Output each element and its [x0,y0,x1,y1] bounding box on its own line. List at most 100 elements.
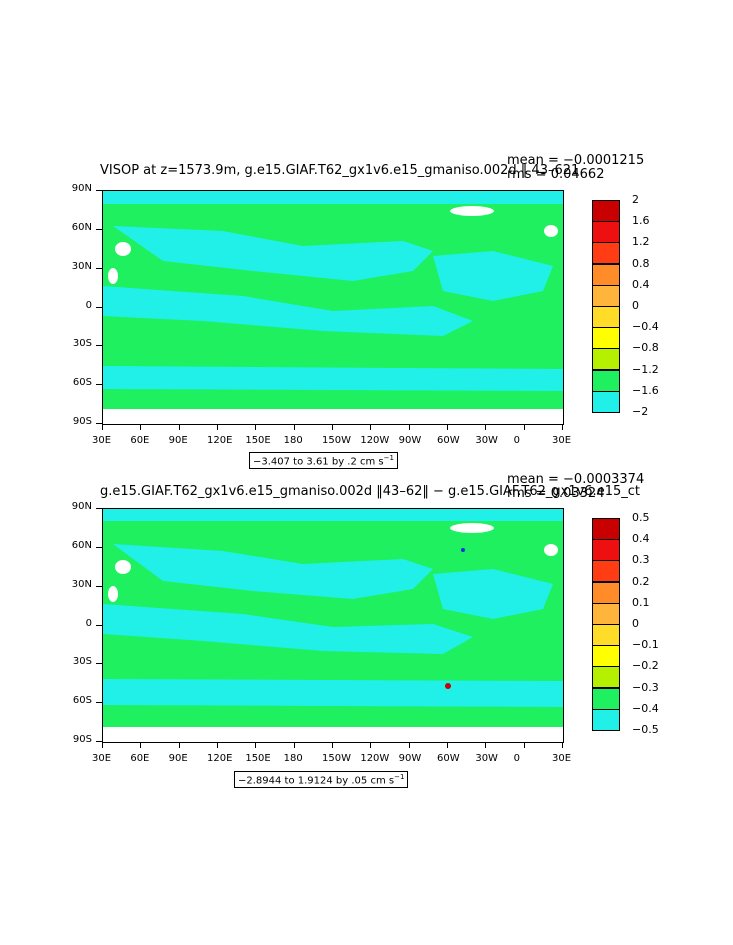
x-tick-mark [370,424,372,430]
x-tick-mark [102,424,103,430]
legend-swatch [592,560,620,583]
legend-label: −0.2 [632,659,659,673]
y-tick-label: 30N [71,578,92,590]
x-tick-label: 120W [360,753,390,764]
legend-label: −0.3 [632,680,659,694]
legend-label: −0.8 [632,341,659,355]
legend-label: 0.2 [632,574,650,588]
x-tick-mark [293,424,295,430]
y-tick-label: 30S [72,656,92,668]
legend-label: 2 [632,193,639,206]
rms-stat: rms = 0.03324 [507,486,605,501]
x-tick-label: 0 [513,753,521,764]
map-field [103,191,563,424]
x-tick-mark [293,742,295,748]
x-tick-label: 90E [168,435,188,446]
panel-title: VISOP at z=1573.9m, g.e15.GIAF.T62_gx1v6… [100,163,580,178]
legend-swatch [592,327,620,350]
legend-swatch [592,602,620,625]
y-tick-label: 90N [71,501,92,512]
x-tick-label: 150E [245,435,271,446]
legend-label: 0.5 [632,511,650,524]
y-tick-label: 60S [72,695,92,707]
x-tick-label: 30E [552,435,572,446]
legend-label: −0.1 [632,638,659,652]
legend-swatch [592,242,620,265]
y-tick-mark [96,228,102,230]
y-tick-mark [96,741,102,742]
x-tick-label: 150E [245,753,271,764]
x-tick-label: 120E [207,753,233,764]
legend-swatch [592,687,620,710]
y-tick-label: 90S [72,734,92,745]
y-tick-mark [96,702,102,704]
x-tick-label: 90E [168,753,188,764]
x-tick-label: 150W [322,753,351,764]
legend-swatch [592,539,620,562]
legend-swatch [592,348,620,371]
y-tick-label: 0 [85,299,92,311]
x-tick-mark [485,742,487,748]
x-tick-mark [523,742,525,748]
y-axis: 90N 60N 30N 0 30S 60S 90S [60,501,102,745]
x-tick-mark [332,742,333,748]
y-tick-label: 60N [71,221,92,233]
x-tick-mark [140,742,142,748]
legend-swatch [592,666,620,689]
legend-swatch [592,390,620,413]
x-tick-mark [408,742,410,748]
legend-label: 1.2 [632,235,650,249]
x-tick-mark [255,424,257,430]
y-tick-mark [96,624,102,626]
y-tick-label: 60N [71,539,92,551]
x-tick-mark [217,424,218,430]
x-tick-label: 180 [283,435,303,446]
legend-label: −0.5 [632,723,659,736]
legend-swatch [592,645,620,668]
x-tick-label: 60W [437,435,460,446]
x-tick-mark [255,742,257,748]
x-tick-mark [408,424,410,430]
y-tick-label: 60S [72,377,92,389]
y-tick-mark [96,546,102,548]
legend-label: 0.4 [632,532,650,546]
x-tick-mark [562,424,563,430]
x-tick-label: 60E [130,435,150,446]
legend-swatch [592,221,620,244]
legend-swatch [592,200,620,222]
y-tick-label: 30S [72,338,92,350]
x-tick-label: 120W [360,435,390,446]
y-axis: 90N 60N 30N 0 30S 60S 90S [60,183,102,427]
y-tick-mark [96,345,102,347]
x-axis: 30E 60E 90E 120E 150E 180 150W 120W 90W 60W 30W 0 30… [92,742,571,764]
legend-label: 0 [632,299,639,312]
contour-range: −3.407 to 3.61 by .2 cm s−1 [249,452,398,470]
x-axis: 30E 60E 90E 120E 150E 180 150W 120W 90W 60W 30W 0 30… [92,424,571,446]
x-tick-label: 30E [92,435,112,446]
legend-swatch [592,284,620,307]
x-tick-mark [217,742,218,748]
map-field [103,509,563,742]
y-tick-mark [96,384,102,386]
x-tick-mark [447,424,448,430]
map-plot [102,508,564,743]
mean-stat: mean = −0.0003374 [507,472,645,487]
x-tick-mark [447,742,448,748]
y-tick-label: 0 [85,617,92,629]
color-legend: 0.5 0.4 0.3 0.2 0.1 0 −0.1 −0.2 −0.3 −0.4 −0.5 [592,511,702,736]
legend-label: −2 [632,405,649,418]
x-tick-label: 30W [475,753,498,764]
y-tick-label: 30N [71,260,92,272]
x-tick-label: 60W [437,753,460,764]
x-tick-mark [485,424,487,430]
x-tick-mark [370,742,372,748]
legend-swatch [592,369,620,392]
legend-label: −0.4 [632,320,659,334]
x-tick-mark [332,424,333,430]
legend-swatch [592,624,620,646]
y-tick-label: 90S [72,416,92,427]
legend-swatch [592,581,620,604]
legend-swatch [592,306,620,328]
x-tick-label: 120E [207,435,233,446]
y-tick-mark [96,423,102,424]
